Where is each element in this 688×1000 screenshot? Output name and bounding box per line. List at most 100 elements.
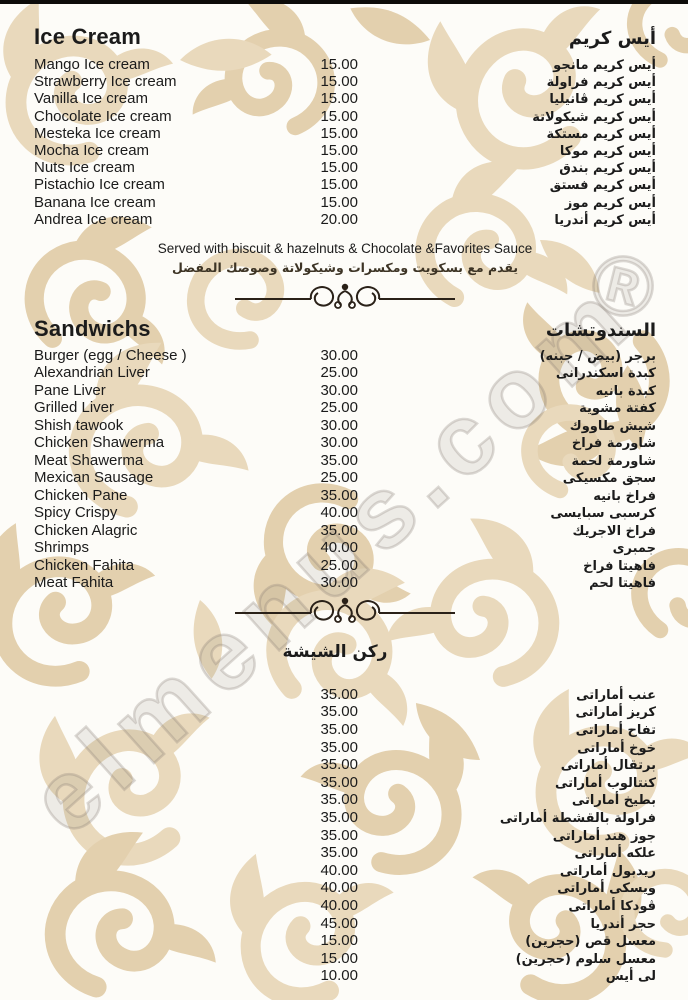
menu-item-row: 35.00 كنتالوب أماراتى [34,774,656,792]
item-price: 30.00 [320,381,358,399]
item-price: 35.00 [320,721,358,739]
item-price: 25.00 [320,469,358,487]
menu-item-row: 35.00 عنب أماراتى [34,686,656,704]
item-list: Mango Ice cream 15.00 أيس كريم مانجو Strawb… [34,56,656,228]
menu-item-row: Spicy Crispy 40.00 كرسبى سبايسى [34,504,656,522]
item-name-ar: جمبرى [612,541,656,557]
item-name-en: Vanilla Ice cream [34,90,148,108]
menu-item-row: Strawberry Ice cream 15.00 أيس كريم فراولة [34,73,656,90]
item-name-ar: أيس كريم موكا [559,143,656,159]
item-price: 30.00 [320,346,358,364]
menu-item-row: Chocolate Ice cream 15.00 أيس كريم شيكولات… [34,108,656,125]
item-list: Burger (egg / Cheese ) 30.00 برجر (بيض / ج… [34,347,656,592]
item-price: 35.00 [320,809,358,827]
top-border [0,0,688,4]
item-name-ar: معسل قص (حجرين) [525,934,656,950]
section-sandwichs: Sandwichs السندوتشات Burger (egg / Chees… [34,316,656,624]
item-price: 40.00 [320,539,358,557]
item-name-ar: ريدبول أماراتى [559,863,656,879]
menu-item-row: Shish tawook 30.00 شيش طاووك [34,417,656,435]
divider-ornament-icon [235,597,455,623]
menu-item-row: 10.00 لى أيس [34,967,656,985]
item-name-en: Strawberry Ice cream [34,73,177,91]
section-shisha-corner: ركن الشيشة 35.00 عنب أماراتى 35.00 كريز أما… [34,640,656,985]
section-title-en: Ice Cream [34,24,141,49]
item-price: 35.00 [320,703,358,721]
item-name-ar: خوخ أماراتى [577,740,656,756]
item-price: 35.00 [320,773,358,791]
menu-item-row: Chicken Shawerma 30.00 شاورمة فراخ [34,434,656,452]
item-name-en: Banana Ice cream [34,193,156,211]
item-name-ar: ڤودكا أماراتى [568,899,656,914]
item-name-ar: ويسكى أماراتى [557,881,656,897]
menu-item-row: 35.00 بطيخ أماراتى [34,791,656,809]
item-price: 25.00 [320,399,358,417]
item-price: 40.00 [320,504,358,522]
item-name-en: Shish tawook [34,416,124,434]
item-name-ar: معسل سلوم (حجرين) [515,951,656,967]
item-price: 35.00 [320,738,358,756]
item-name-en: Alexandrian Liver [34,364,150,382]
menu-item-row: Pistachio Ice cream 15.00 أيس كريم فستق [34,176,656,193]
menu-item-row: Vanilla Ice cream 15.00 أيس كريم ڤانيليا [34,90,656,107]
item-name-ar: جوز هند أماراتى [552,828,656,844]
menu-item-row: 15.00 معسل قص (حجرين) [34,932,656,950]
menu-item-row: Andrea Ice cream 20.00 أيس كريم أندريا [34,211,656,228]
item-name-ar: كريز أماراتى [575,705,656,721]
item-price: 40.00 [320,879,358,897]
item-name-ar: أيس كريم مانجو [553,58,656,73]
item-name-en: Chicken Fahita [34,556,135,574]
item-name-ar: كبدة بانيه [595,383,656,399]
item-name-ar: أيس كريم شيكولاتة [532,109,656,125]
item-name-en: Chicken Alagric [34,521,138,539]
menu-item-row: Meat Fahita 30.00 فاهيتا لحم [34,574,656,592]
menu-item-row: Burger (egg / Cheese ) 30.00 برجر (بيض / ج… [34,347,656,365]
item-name-en: Chicken Shawerma [34,434,165,452]
item-name-en: Mesteka Ice cream [34,124,161,142]
item-name-ar: أيس كريم فستق [549,178,656,194]
menu-item-row: Shrimps 40.00 جمبرى [34,539,656,557]
item-name-ar: حجر أندريا [590,916,656,932]
menu-item-row: Mocha Ice cream 15.00 أيس كريم موكا [34,142,656,159]
item-price: 15.00 [320,176,358,194]
item-price: 35.00 [320,826,358,844]
item-name-ar: برجر (بيض / جبنه) [539,348,656,364]
item-price: 15.00 [320,932,358,950]
section-title-ar: أيس كريم [568,28,656,49]
item-price: 35.00 [320,844,358,862]
item-price: 25.00 [320,364,358,382]
section-ice-cream: Ice Cream أيس كريم Mango Ice cream 15.00 أ… [34,24,656,310]
item-price: 25.00 [320,556,358,574]
item-name-ar: علكه أماراتى [574,846,656,862]
menu-item-row: 35.00 علكه أماراتى [34,844,656,862]
item-price: 15.00 [320,124,358,142]
item-name-ar: شاورمة لحمة [571,453,656,469]
item-price: 35.00 [320,486,358,504]
item-name-en: Pistachio Ice cream [34,176,165,194]
menu-item-row: Pane Liver 30.00 كبدة بانيه [34,382,656,400]
menu-item-row: Chicken Pane 35.00 فراخ بانيه [34,487,656,505]
item-price: 35.00 [320,756,358,774]
item-name-ar: كنتالوب أماراتى [554,775,656,791]
item-price: 35.00 [320,685,358,703]
item-name-ar: كبدة اسكندرانى [555,366,656,382]
menu-item-row: 35.00 تفاح أماراتى [34,721,656,739]
divider-ornament-icon [235,283,455,309]
item-name-en: Pane Liver [34,381,106,399]
item-name-en: Meat Shawerma [34,451,144,469]
menu-item-row: Meat Shawerma 35.00 شاورمة لحمة [34,452,656,470]
item-price: 45.00 [320,914,358,932]
item-price: 35.00 [320,521,358,539]
item-name-en: Chocolate Ice cream [34,107,172,125]
item-name-ar: لى أيس [605,969,656,985]
item-name-en: Mango Ice cream [34,56,150,73]
item-name-ar: شاورمة فراخ [571,436,656,452]
item-name-en: Andrea Ice cream [34,210,153,228]
item-price: 15.00 [320,949,358,967]
item-name-ar: شيش طاووك [569,418,656,434]
menu-item-row: 40.00 ريدبول أماراتى [34,862,656,880]
item-name-en: Mocha Ice cream [34,141,150,159]
item-price: 10.00 [320,967,358,985]
menu-item-row: Mango Ice cream 15.00 أيس كريم مانجو [34,56,656,73]
